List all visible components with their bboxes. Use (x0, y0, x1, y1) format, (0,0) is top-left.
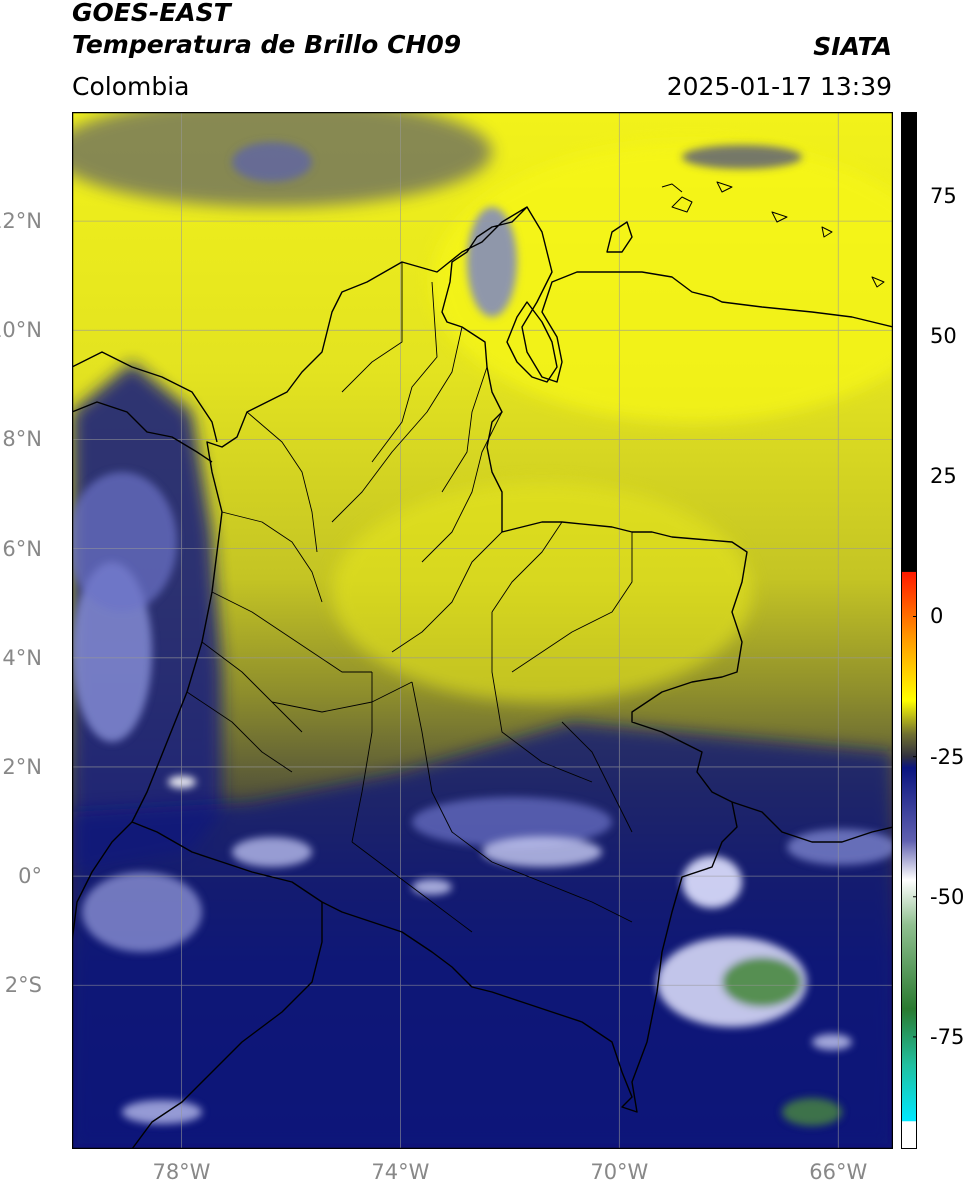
gridlines (72, 112, 893, 1149)
ecuador-peru (72, 821, 323, 1149)
lon-tick-label: 74°W (371, 1160, 430, 1184)
region-label: Colombia (72, 72, 190, 101)
lat-tick-label: 12°N (0, 209, 42, 234)
lake-maracaibo (506, 301, 558, 383)
department-borders (186, 262, 633, 933)
agency-label: SIATA (813, 32, 892, 61)
colorbar-tick-label: 25 (930, 464, 957, 489)
boundaries (72, 181, 893, 1149)
colorbar-tick-label: 75 (930, 184, 957, 209)
cloud-patches (72, 142, 893, 1126)
lon-tick-label: 78°W (152, 1160, 211, 1184)
lat-tick-label: 2°S (4, 973, 42, 998)
lon-tick-label: 66°W (809, 1160, 868, 1184)
satellite-map (72, 112, 893, 1149)
lat-tick-label: 0° (18, 864, 42, 889)
lat-tick-label: 6°N (2, 536, 42, 561)
colorbar-tick-label: 50 (930, 324, 957, 349)
panama-coast (72, 351, 218, 463)
brightness-temperature-field (72, 112, 893, 1149)
colombia-border (131, 206, 748, 1113)
map-frame (72, 112, 893, 1149)
colorbar-tick-label: -75 (930, 1024, 965, 1049)
colorbar-tick-label: 0 (930, 604, 944, 629)
venezuela-coast (521, 206, 893, 383)
product-subtitle: Temperatura de Brillo CH09 (72, 30, 462, 59)
product-title: GOES-EAST (72, 0, 231, 27)
islands (661, 181, 885, 288)
colorbar-tick-label: -50 (930, 884, 965, 909)
colorbar-tick-label: -25 (930, 744, 965, 769)
lon-tick-label: 70°W (590, 1160, 649, 1184)
colorbar (901, 112, 917, 1149)
lat-tick-label: 4°N (2, 645, 42, 670)
paraguana (606, 221, 633, 253)
timestamp: 2025-01-17 13:39 (666, 72, 892, 101)
lat-tick-label: 10°N (0, 318, 42, 343)
brazil-border (731, 801, 893, 843)
lat-tick-label: 2°N (2, 754, 42, 779)
lat-tick-label: 8°N (2, 427, 42, 452)
